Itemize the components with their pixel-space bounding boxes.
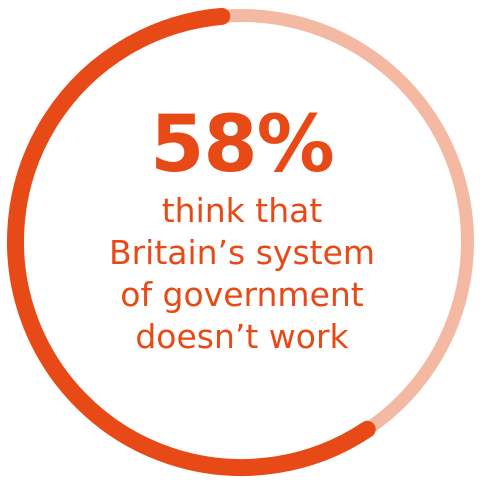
percentage-value: 58% xyxy=(150,100,335,190)
donut-slice-primary xyxy=(7,7,376,476)
caption-line-1: think that xyxy=(161,191,323,230)
caption-line-2: Britain’s system xyxy=(108,233,376,272)
caption-line-3: of government xyxy=(120,275,364,314)
caption-line-4: doesn’t work xyxy=(135,317,349,356)
donut-slice-remainder xyxy=(215,9,474,436)
donut-center-label: 58% think that Britain’s system of gover… xyxy=(92,100,392,358)
